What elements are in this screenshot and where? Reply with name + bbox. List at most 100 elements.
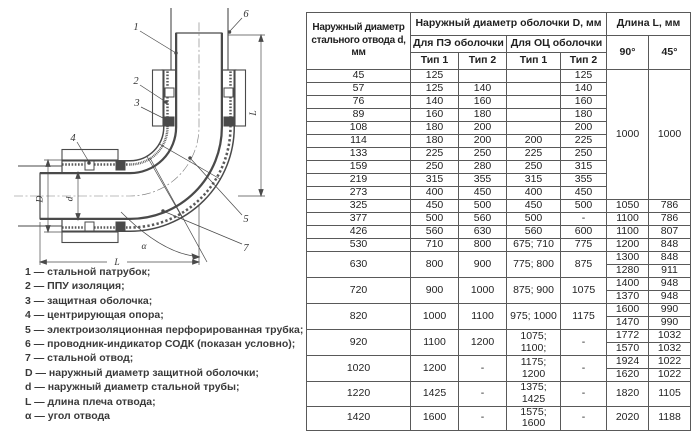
cell-d: 530: [306, 238, 411, 252]
callout-1-label: 1: [133, 22, 138, 33]
cell-L: 1032: [648, 329, 691, 343]
cell-D: 1200: [458, 329, 507, 356]
cell-d: 1020: [306, 355, 411, 382]
legend-item: 6 — проводник-индикатор СОДК (показан ус…: [25, 338, 296, 351]
cell-d: 159: [306, 160, 411, 174]
cell-d: 76: [306, 95, 411, 109]
cell-d: 720: [306, 277, 411, 304]
legend-item: α — угол отвода: [25, 410, 110, 423]
legend-item: D — наружный диаметр защитной оболочки;: [25, 366, 259, 379]
legend-item: L — длина плеча отвода;: [25, 395, 156, 408]
cell-D: 180: [410, 121, 459, 135]
dim-L-right-label: L: [249, 110, 259, 116]
cell-L: 848: [648, 238, 691, 252]
cell-L: 848: [648, 251, 691, 265]
table-row: 114 180 200 200 225: [306, 134, 691, 148]
header-pe-type1: Тип 1: [410, 52, 459, 70]
cell-L: 1022: [648, 355, 691, 369]
cell-L: 1105: [648, 381, 691, 407]
header-col-d-line2: стального отвода d, мм: [311, 34, 406, 59]
table-row: 1620 1022: [307, 368, 691, 382]
cell-D: 180: [560, 108, 607, 122]
dim-D-label: D: [36, 195, 46, 203]
cell-D: 450: [458, 186, 507, 200]
cell-D: 125: [560, 69, 607, 83]
legend-item: 7 — стальной отвод;: [25, 352, 134, 365]
table-row: 820 1000 1100 975; 1000 1175 1600 990: [306, 303, 691, 330]
cell-d: 57: [306, 82, 411, 96]
cell-D: 160: [410, 108, 459, 122]
table-row: 720 900 1000 875; 900 1075 1400 948: [306, 277, 691, 304]
header-col-d: Наружный диаметр стального отвода d, мм: [306, 12, 411, 70]
cell-D: 1100: [458, 303, 507, 330]
cell-L: 1600: [606, 303, 649, 317]
legend-item: 3 — защитная оболочка;: [25, 294, 153, 307]
cell-D: 200: [506, 134, 561, 148]
table-row: 920 1100 1200 1075; 1100; -1772 1032: [306, 329, 691, 356]
header-col-d-line1: Наружный диаметр: [312, 22, 405, 34]
legend-item: 4 — центрирующая опора;: [25, 309, 164, 322]
cell-D: 225: [506, 147, 561, 161]
cell-D: [506, 121, 561, 135]
cell-L: 1300: [606, 251, 649, 265]
cell-D: 775: [560, 238, 607, 252]
cell-d: 114: [306, 134, 411, 148]
cell-D: 140: [458, 82, 507, 96]
cell-d: 273: [306, 186, 411, 200]
cell-L: 911: [648, 264, 691, 278]
cell-D: 225: [410, 147, 459, 161]
cell-D: 1425: [410, 381, 459, 407]
callout-7-label: 7: [243, 243, 249, 254]
table-row: 1420 1600-1575; 1600-2020 1188: [306, 405, 691, 431]
cell-D: [458, 69, 507, 83]
cell-D: 1075; 1100;: [506, 329, 561, 356]
header-deg-45: 45°: [648, 35, 691, 70]
cell-L: 786: [648, 199, 691, 213]
cell-D: 875: [560, 251, 607, 278]
callout-3-label: 3: [133, 98, 139, 109]
cell-L: 1188: [648, 405, 691, 431]
cell-D: 315: [410, 173, 459, 187]
spec-table-body: 45 125 125 1000 1000 57 125 140 140 76 140 160 160 89…: [306, 69, 691, 431]
header-row-3: Тип 1 Тип 2 Тип 1 Тип 2: [307, 52, 691, 70]
cell-D: 400: [506, 186, 561, 200]
header-sub-oc: Для ОЦ оболочки: [506, 35, 607, 53]
callout-2-label: 2: [133, 76, 139, 87]
cell-D: [506, 108, 561, 122]
dim-L-bottom-label: L: [113, 258, 119, 265]
cell-D: 180: [410, 134, 459, 148]
cell-D: -: [560, 381, 607, 407]
cell-D: 630: [458, 225, 507, 239]
cell-D: 125: [410, 69, 459, 83]
cell-D: 560: [458, 212, 507, 226]
cell-D: 1375; 1425: [506, 381, 561, 407]
table-row: 1220 1425-1375; 1425-1820 1105: [306, 381, 691, 407]
cell-L: 1820: [606, 381, 649, 407]
casing-collars: [61, 69, 247, 244]
cell-D: 125: [410, 82, 459, 96]
cell-D: [506, 95, 561, 109]
cell-D: [506, 69, 561, 83]
cell-D: -: [560, 405, 607, 431]
cell-D: 710: [410, 238, 459, 252]
table-row: 89 160 180 180: [306, 108, 691, 122]
cell-D: 1100: [410, 329, 459, 356]
header-sub-pe: Для ПЭ оболочки: [410, 35, 507, 53]
cell-D: 355: [560, 173, 607, 187]
cell-D: 160: [560, 95, 607, 109]
cell-D: 250: [506, 160, 561, 174]
cell-D: -: [560, 355, 607, 382]
cell-L: 1924: [606, 355, 649, 369]
cell-D: 875; 900: [506, 277, 561, 304]
cell-L: 1470: [606, 316, 649, 330]
cell-L: 1100: [606, 212, 649, 226]
cell-D: -: [560, 329, 607, 356]
pipe-end-caps: [39, 32, 237, 232]
cell-D: 1200: [410, 355, 459, 382]
table-row: 377 500 560 500-1100 786: [306, 212, 691, 226]
cell-D: 250: [560, 147, 607, 161]
cell-D: 200: [458, 121, 507, 135]
cell-L: 990: [648, 303, 691, 317]
cell-D: 225: [560, 134, 607, 148]
legend-item: d — наружный диаметр стальной трубы;: [25, 381, 240, 394]
